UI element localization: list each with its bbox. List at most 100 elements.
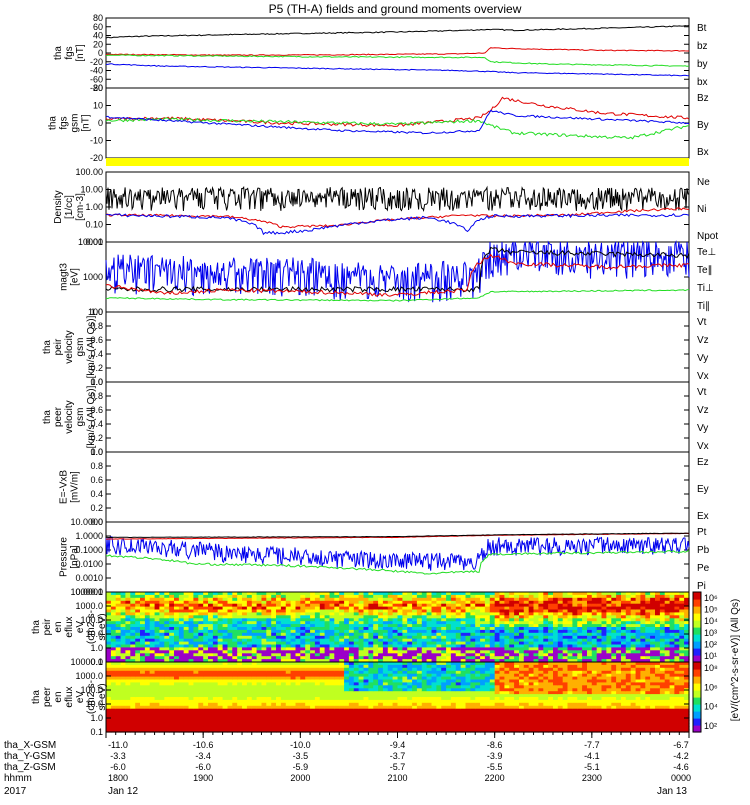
series-by: [106, 55, 689, 66]
legend-entry: Bz: [697, 93, 709, 104]
y-tick-label: 0.1: [90, 727, 103, 737]
series-Npot: [106, 214, 689, 235]
series-bx: [106, 64, 689, 76]
y-axis-label: magt3[eV]: [59, 263, 81, 291]
y-tick-label: 1000.0: [75, 671, 103, 681]
y-tick-label: 1.0: [90, 307, 103, 317]
x-row-label: tha_Y-GSM: [4, 751, 55, 762]
legend-entry: Vt: [697, 317, 707, 328]
x-row-label: hhmm: [4, 773, 32, 784]
legend-entry: bx: [697, 77, 708, 88]
series-Ni: [106, 187, 689, 211]
colorbar-tick: 10⁸: [704, 663, 718, 673]
panel-frame: [106, 18, 689, 88]
y-axis-label: thapeervelocitygsm[km/s (All Qs)]: [42, 385, 97, 448]
colorbar-tick: 10⁵: [704, 605, 718, 615]
legend-entry: Vx: [697, 371, 709, 382]
series-bz: [106, 48, 689, 56]
x-tick-value: -3.4: [195, 751, 211, 761]
x-tick-value: -6.0: [195, 762, 211, 772]
y-tick-label: 100.00: [75, 167, 103, 177]
date-start: Jan 12: [108, 786, 138, 797]
x-tick-value: -4.6: [673, 762, 689, 772]
x-tick-value: -3.3: [110, 751, 126, 761]
y-tick-label: 10.00: [80, 185, 103, 195]
legend-entry: Pe: [697, 563, 710, 574]
colorbar-tick: 10⁴: [704, 616, 718, 626]
x-tick-value: 1800: [108, 773, 128, 783]
colorbar-tick: 10¹: [704, 651, 717, 661]
x-row-label: tha_Z-GSM: [4, 762, 56, 773]
spectrogram-peer_spec: [106, 662, 690, 733]
y-axis-label: thapeirenefluxeV(cm2-s-sr-eV): [31, 610, 108, 644]
legend-entry: Vy: [697, 353, 708, 364]
x-tick-value: -3.9: [487, 751, 503, 761]
colorbar-tick: 10²: [704, 721, 717, 731]
legend-entry: Ti⊥: [697, 283, 714, 294]
legend-entry: Ex: [697, 511, 709, 522]
y-tick-label: 10000: [78, 237, 103, 247]
colorbar-label: [eV/(cm^2-s-sr-eV)] (All Qs): [730, 599, 741, 721]
legend-entry: Vt: [697, 387, 707, 398]
y-tick-label: 10000.0: [70, 587, 103, 597]
y-axis-label: thapeirvelocitygsm[km/s (All Qs)]: [42, 315, 97, 378]
legend-entry: Pi: [697, 581, 706, 592]
panel-peir_spec: 10000.01000.0100.010.01.00.1thapeirenefl…: [31, 587, 690, 667]
y-tick-label: 0.8: [90, 461, 103, 471]
legend-entry: Ti∥: [697, 301, 710, 312]
colorbar-tick: 10²: [704, 639, 717, 649]
y-axis-label: Pressure[nPa]: [59, 537, 81, 577]
plot-title: P5 (TH-A) fields and ground moments over…: [269, 2, 522, 16]
y-tick-label: 10000.0: [70, 657, 103, 667]
series-Ti: [106, 242, 689, 302]
y-tick-label: 0: [98, 118, 103, 128]
spectrogram-peir_spec: [106, 592, 690, 663]
x-tick-value: 0000: [671, 773, 691, 783]
x-tick-value: -7.7: [584, 740, 600, 750]
legend-entry: By: [697, 120, 709, 131]
legend-entry: Ne: [697, 177, 710, 188]
legend-entry: Ni: [697, 204, 706, 215]
y-tick-label: 0.6: [90, 475, 103, 485]
y-tick-label: 0.10: [85, 220, 103, 230]
y-axis-label: thafgs[nT]: [53, 44, 86, 61]
panels: 806040200-20-40-60-80thafgs[nT]Btbzbybx2…: [31, 13, 718, 737]
y-tick-label: 10.0000: [70, 517, 103, 527]
y-axis-label: E=-VxB[mV/m]: [59, 470, 81, 505]
legend-entry: Ez: [697, 457, 709, 468]
colorbar: 10⁶10⁵10⁴10³10²10¹10⁸10⁶10⁴10²[eV/(cm^2-…: [693, 592, 741, 733]
y-tick-label: 1.00: [85, 202, 103, 212]
x-tick-value: 2000: [290, 773, 310, 783]
x-tick-value: -4.1: [584, 751, 600, 761]
x-tick-value: -8.6: [487, 740, 503, 750]
x-tick-value: -4.2: [673, 751, 689, 761]
legend-entry: bz: [697, 41, 708, 52]
date-end: Jan 13: [657, 786, 687, 797]
y-tick-label: 1000.0: [75, 601, 103, 611]
x-tick-value: 2100: [387, 773, 407, 783]
panel-peir_vel: 1.00.80.60.40.20.0thapeirvelocitygsm[km/…: [42, 307, 709, 387]
colorbar-tick: 10⁶: [704, 682, 718, 692]
panel-frame: [106, 452, 689, 522]
legend-entry: Te⊥: [697, 247, 716, 258]
legend-entry: Pt: [697, 527, 707, 538]
series-By: [106, 118, 689, 139]
y-tick-label: -20: [90, 153, 103, 163]
x-tick-value: -5.9: [293, 762, 309, 772]
y-tick-label: 0.4: [90, 489, 103, 499]
series-Bt: [106, 26, 689, 39]
x-tick-value: -10.6: [193, 740, 214, 750]
panel-frame: [106, 382, 689, 452]
x-tick-value: -10.0: [290, 740, 311, 750]
panel-frame: [106, 312, 689, 382]
legend-entry: Vz: [697, 405, 709, 416]
colorbar-tick: 10⁶: [704, 593, 718, 603]
y-tick-label: 1.0000: [75, 531, 103, 541]
panel-frame: [106, 172, 689, 242]
x-row-label: tha_X-GSM: [4, 740, 56, 751]
colorbar-tick: 10³: [704, 628, 717, 638]
